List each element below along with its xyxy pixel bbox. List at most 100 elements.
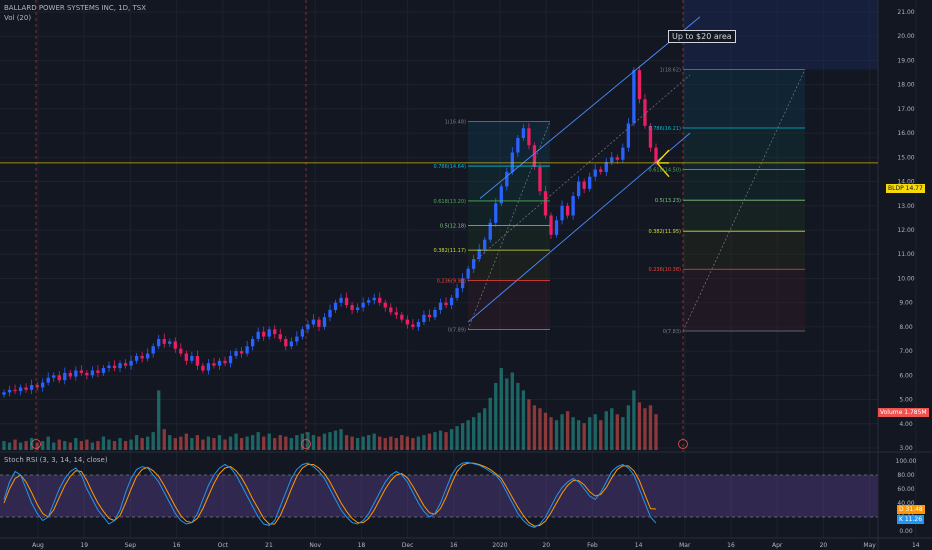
arrow-mark [656, 162, 670, 178]
price-tick-label: 11.00 [897, 251, 914, 258]
candle-body [24, 387, 28, 390]
stoch-tick-label: 100.00 [896, 458, 917, 465]
volume-badge: Volume 1.785M [878, 408, 929, 417]
stoch-d-line [3, 462, 657, 527]
stoch-tick-label: 60.00 [897, 486, 914, 493]
candle-body [173, 341, 177, 349]
volume-bar [173, 438, 177, 450]
price-tick-label: 7.00 [899, 348, 913, 355]
candle-body [168, 341, 172, 344]
volume-bar [361, 436, 365, 450]
price-tick-label: 12.00 [897, 227, 914, 234]
volume-bar [477, 412, 481, 450]
fib-level-label: 0.5(13.23) [655, 198, 681, 204]
volume-bar [527, 399, 531, 450]
candle-body [74, 370, 78, 377]
candle-body [427, 314, 432, 318]
volume-bar [516, 382, 520, 450]
time-tick-label: 19 [80, 542, 88, 549]
fib-zone [468, 280, 550, 330]
volume-bar [201, 439, 205, 450]
volume-bar [610, 408, 614, 450]
volume-bar [460, 423, 465, 450]
volume-bar [190, 438, 194, 450]
fib-level-label: 1(16.48) [445, 119, 466, 125]
volume-bar [322, 433, 327, 450]
fibonacci-retracements: 1(16.48) 0.786(14.64) 0.618(13.20) 0.5(12.1… [433, 68, 806, 335]
candle-body [422, 314, 426, 323]
candle-body [483, 239, 487, 250]
volume-bar [18, 442, 23, 450]
symbol-title[interactable]: BALLARD POWER SYSTEMS INC, 1D, TSX [4, 4, 146, 12]
volume-bar [521, 390, 526, 450]
time-tick-label: 14 [635, 542, 643, 549]
time-tick-label: Nov [309, 542, 321, 549]
volume-bar [7, 442, 12, 450]
candle-body [344, 297, 349, 306]
candle-body [311, 319, 316, 325]
candle-body [278, 334, 282, 339]
volume-bar [405, 436, 410, 450]
volume-bar [438, 430, 443, 450]
time-tick-label: 14 [912, 542, 920, 549]
candle-body [621, 147, 625, 160]
stoch-rsi-label[interactable]: Stoch RSI (3, 3, 14, 14, close) [4, 456, 108, 464]
volume-bar [488, 397, 492, 450]
fib-zone [468, 200, 550, 226]
volume-bar [549, 417, 553, 450]
volume-bar [582, 423, 586, 450]
candle-body [610, 157, 614, 163]
fibonacci-zones [468, 0, 878, 332]
candle-body [472, 259, 476, 269]
candle-body [306, 324, 310, 330]
fib-level-label: 0.382(11.17) [433, 248, 466, 254]
volume-bar [494, 382, 498, 450]
volume-bar [118, 438, 122, 450]
candle-body [499, 186, 503, 204]
volume-bar [35, 442, 39, 450]
candle-body [201, 365, 205, 371]
candle-body [234, 351, 238, 356]
volume-bar [245, 436, 249, 450]
volume-bar [643, 408, 647, 450]
volume-bar [300, 433, 305, 450]
volume-bar [96, 441, 100, 450]
time-tick-label: 18 [358, 542, 366, 549]
volume-bar [46, 436, 50, 450]
candle-body [527, 128, 531, 146]
price-tick-label: 16.00 [897, 130, 914, 137]
fib-zone [468, 225, 550, 251]
candle-body [41, 382, 45, 388]
volume-bar [184, 433, 188, 450]
candle-body [521, 128, 526, 138]
fib-level-label: 0.236(9.92) [437, 278, 466, 284]
fib-level-label: 1(18.62) [660, 68, 681, 74]
candle-body [7, 389, 12, 393]
candle-body [295, 336, 299, 342]
fib-level-label: 0.382(11.95) [648, 229, 681, 235]
candle-body [146, 353, 150, 359]
fib-level-label: 0.618(13.20) [433, 199, 466, 205]
volume-bar [472, 417, 476, 450]
volume-indicator-label[interactable]: Vol (20) [4, 14, 32, 22]
candle-body [317, 319, 321, 327]
volume-bar [615, 414, 619, 450]
fib-zone [468, 166, 550, 201]
volume-bar [632, 390, 636, 450]
candle-body [267, 329, 271, 337]
candle-body [588, 176, 592, 189]
channel-mid [473, 74, 691, 262]
price-target-annotation[interactable]: Up to $20 area [668, 30, 736, 43]
candle-body [543, 191, 548, 216]
candle-body [350, 305, 354, 310]
candle-body [13, 389, 17, 392]
candle-body [455, 288, 459, 298]
channel-upper [479, 16, 701, 199]
price-tick-label: 13.00 [897, 203, 914, 210]
volume-bar [554, 420, 559, 450]
volume-bar [13, 439, 17, 450]
volume-bar [74, 438, 78, 450]
time-tick-label: 2020 [492, 542, 507, 549]
